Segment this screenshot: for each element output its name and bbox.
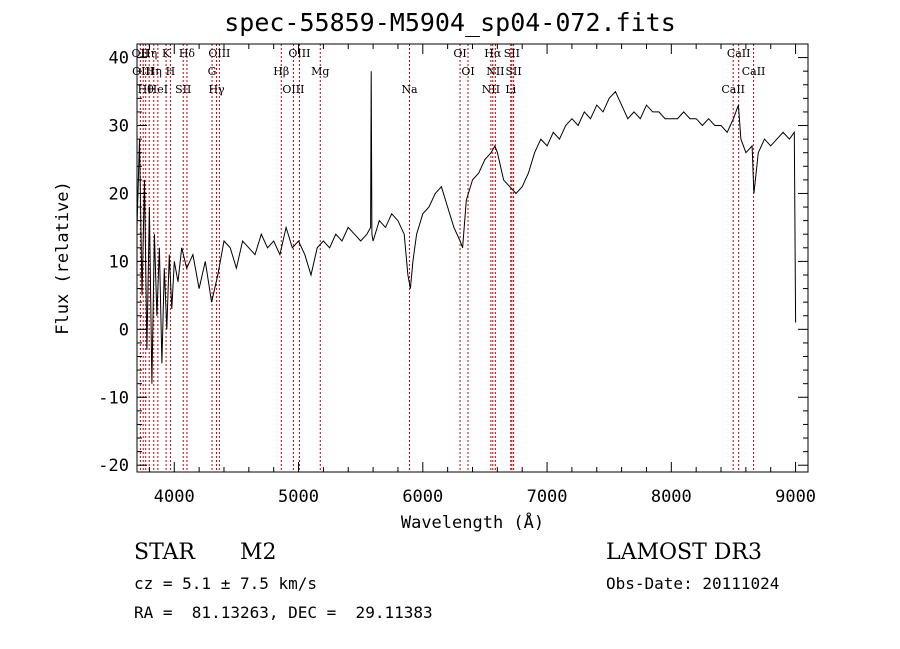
line-label: OIII: [208, 47, 230, 60]
y-tick-label: 30: [109, 117, 129, 137]
x-tick-label: 7000: [527, 487, 568, 507]
line-label: SII: [506, 65, 522, 78]
line-label: CaII: [721, 83, 745, 96]
line-label: CaII: [742, 65, 766, 78]
line-label: K: [162, 47, 171, 60]
x-tick-label: 5000: [278, 487, 319, 507]
object-subclass: M2: [240, 540, 277, 565]
object-class: STAR: [134, 540, 195, 565]
x-axis-label: Wavelength (Å): [401, 511, 544, 533]
chart-title: spec-55859-M5904_sp04-072.fits: [224, 8, 676, 37]
line-label: Hα: [484, 47, 502, 60]
line-label: OI: [453, 47, 466, 60]
y-tick-label: 20: [109, 184, 129, 204]
line-label: Hθ: [138, 83, 155, 96]
redshift-text: cz = 5.1 ± 7.5 km/s: [134, 574, 318, 593]
line-label: Na: [401, 83, 418, 96]
spectrum-line: [136, 71, 797, 384]
line-label: OI: [461, 65, 474, 78]
line-label: OIII: [132, 65, 154, 78]
line-label: HeI: [148, 83, 168, 96]
line-label: OIII: [282, 83, 304, 96]
line-label: CaII: [727, 47, 751, 60]
line-label: Hβ: [273, 65, 289, 78]
plot-frame: [136, 43, 809, 473]
y-tick-label: -20: [98, 456, 129, 476]
y-tick-label: 10: [109, 252, 129, 272]
line-label: Mg: [311, 65, 329, 78]
line-label: Hγ: [208, 83, 225, 96]
line-label: Li: [505, 83, 516, 96]
line-label: NII: [486, 65, 504, 78]
line-label: H: [166, 65, 176, 78]
line-label: Hη: [141, 47, 157, 60]
y-tick-label: -10: [98, 388, 129, 408]
line-label: G: [208, 65, 217, 78]
y-axis-label: Flux (relative): [53, 181, 73, 335]
line-label: Hη: [146, 65, 162, 78]
x-tick-label: 4000: [154, 487, 195, 507]
coords-text: RA = 81.13263, DEC = 29.11383: [134, 603, 433, 622]
line-label: SII: [504, 47, 520, 60]
x-tick-label: 8000: [651, 487, 692, 507]
line-label: OIII: [288, 47, 310, 60]
survey-label: LAMOST DR3: [606, 540, 762, 565]
x-tick-label: 6000: [402, 487, 443, 507]
y-tick-label: 0: [119, 320, 129, 340]
x-tick-label: 9000: [775, 487, 816, 507]
line-label: OII: [131, 47, 149, 60]
line-label: Hδ: [179, 47, 196, 60]
y-tick-label: 40: [109, 49, 129, 69]
line-label: SII: [175, 83, 191, 96]
obs-date-text: Obs-Date: 20111024: [606, 574, 780, 593]
line-label: NII: [482, 83, 500, 96]
